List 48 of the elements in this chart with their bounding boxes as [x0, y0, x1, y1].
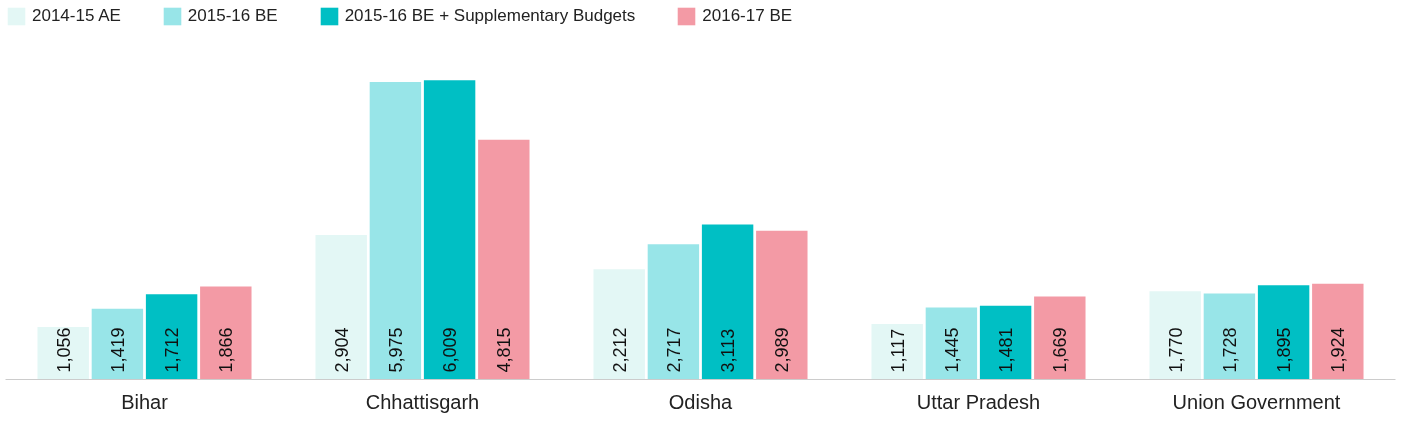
data-label: 2,904: [331, 327, 352, 373]
bar: [315, 234, 367, 380]
bar: [1149, 291, 1201, 380]
legend-label: 2015-16 BE + Supplementary Budgets: [344, 6, 636, 26]
legend-label: 2016-17 BE: [702, 6, 793, 26]
bar: [369, 81, 422, 380]
bar: [593, 269, 645, 380]
x-tick-label: Odisha: [668, 390, 734, 413]
bar: [1257, 285, 1310, 380]
x-tick-label: Chhattisgarh: [365, 390, 480, 413]
x-tick-label: Union Government: [1172, 390, 1341, 413]
bar: [200, 286, 252, 380]
bar: [423, 80, 476, 380]
data-label: 1,445: [941, 327, 962, 373]
data-label: 1,895: [1274, 327, 1295, 373]
bar: [647, 244, 700, 380]
data-label: 6,009: [440, 327, 461, 373]
bar: [145, 294, 198, 380]
bar: [478, 139, 530, 380]
bar: [756, 230, 808, 380]
data-label: 1,669: [1050, 327, 1071, 373]
bar: [701, 224, 754, 380]
data-label: 1,117: [887, 328, 908, 373]
data-label: 1,866: [216, 327, 237, 373]
data-label: 2,717: [663, 327, 684, 373]
data-label: 4,815: [494, 327, 515, 373]
bar: [91, 308, 144, 380]
data-label: 1,924: [1328, 327, 1349, 373]
bar: [1312, 283, 1364, 380]
data-label: 1,712: [162, 327, 183, 373]
data-label: 1,770: [1165, 327, 1186, 373]
data-label: 2,212: [609, 327, 630, 373]
data-label: 1,419: [107, 327, 128, 373]
bar: [979, 305, 1032, 380]
data-label: 5,975: [385, 327, 406, 373]
data-label: 3,113: [718, 328, 739, 373]
legend-label: 2015-16 BE: [187, 6, 278, 26]
bar: [925, 307, 978, 380]
x-tick-label: Uttar Pradesh: [916, 390, 1041, 413]
x-tick-label: Bihar: [121, 390, 169, 413]
legend-label: 2014-15 AE: [32, 6, 121, 26]
bar: [1034, 296, 1086, 380]
bar: [1203, 293, 1256, 380]
data-label: 1,728: [1219, 327, 1240, 373]
bar: [871, 323, 923, 380]
data-label: 2,989: [772, 327, 793, 373]
data-label: 1,481: [996, 327, 1017, 373]
data-label: 1,056: [53, 327, 74, 373]
